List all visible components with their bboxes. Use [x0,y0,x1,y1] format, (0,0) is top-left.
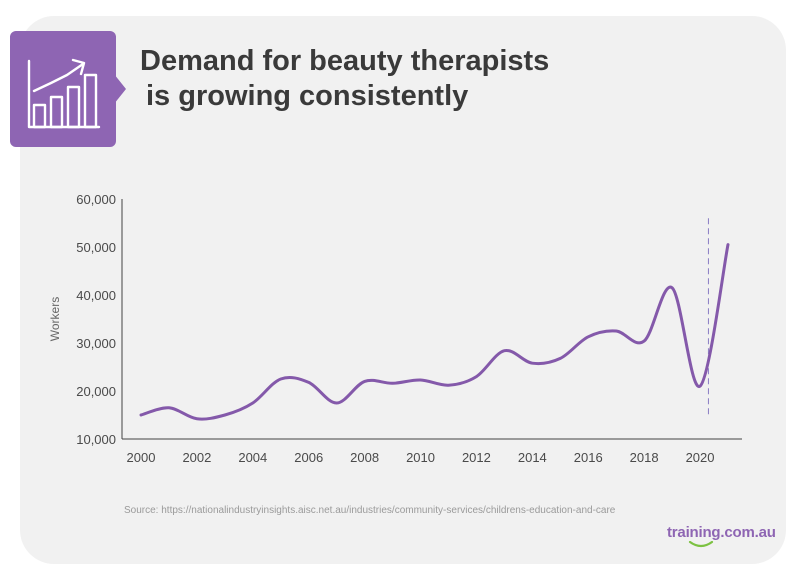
x-tick-label-5: 2010 [406,450,435,465]
x-tick-label-2: 2004 [238,450,267,465]
brand-logo: training.com.au [667,524,776,541]
x-tick-label-7: 2014 [518,450,547,465]
source-citation: Source: https://nationalindustryinsights… [124,505,616,516]
x-tick-label-1: 2002 [182,450,211,465]
x-tick-label-10: 2020 [686,450,715,465]
y-tick-label-2: 30,000 [76,336,116,351]
x-tick-label-8: 2016 [574,450,603,465]
y-axis-label: Workers [48,297,62,341]
y-tick-label-1: 20,000 [76,384,116,399]
y-tick-label-5: 60,000 [76,192,116,207]
title-line-1: Demand for beauty therapists [140,45,550,77]
header-badge [10,31,116,147]
page-title: Demand for beauty therapists is growing … [140,44,740,114]
bar-chart-growth-icon [27,58,101,129]
series-line-0 [139,243,730,421]
x-tick-label-6: 2012 [462,450,491,465]
x-tick-label-9: 2018 [630,450,659,465]
title-line-2: is growing consistently [146,80,469,112]
y-tick-label-4: 50,000 [76,240,116,255]
x-tick-label-0: 2000 [127,450,156,465]
x-tick-label-4: 2008 [350,450,379,465]
y-tick-label-3: 40,000 [76,288,116,303]
chart-card [20,16,786,564]
y-tick-label-0: 10,000 [76,432,116,447]
badge-pointer [114,74,126,104]
x-tick-label-3: 2006 [294,450,323,465]
brand-smile-icon [688,541,714,548]
